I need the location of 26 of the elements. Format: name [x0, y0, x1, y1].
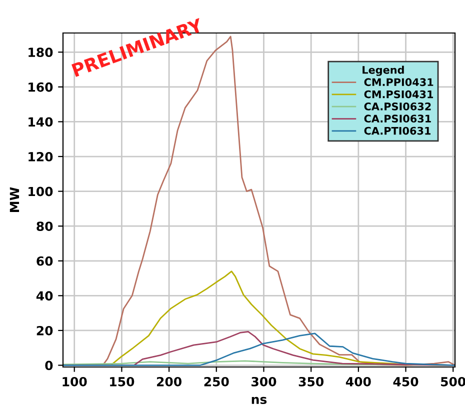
x-tick-label: 450 [393, 376, 418, 386]
y-tick-label: 160 [28, 82, 53, 92]
legend-label: CA.PSI0632 [364, 102, 431, 110]
y-tick-label: 120 [28, 152, 53, 162]
legend-label: CA.PTI0631 [364, 126, 431, 135]
x-axis-title: ns [252, 396, 267, 404]
x-tick-label: 400 [346, 376, 371, 386]
y-tick-label: 60 [36, 256, 53, 266]
y-tick-label: 0 [45, 360, 53, 370]
x-tick-label: 100 [62, 376, 87, 386]
y-tick-label: 80 [36, 222, 53, 232]
y-tick-label: 40 [36, 291, 53, 301]
y-tick-label: 180 [28, 48, 53, 58]
x-tick-label: 350 [298, 376, 324, 386]
x-tick-label: 250 [204, 376, 229, 386]
x-tick-label: 300 [252, 376, 276, 386]
x-tick-label: 150 [110, 376, 134, 386]
x-tick-label: 200 [156, 376, 182, 386]
legend-title: Legend [362, 66, 404, 76]
legend-label: CM.PSI0431 [364, 90, 434, 98]
legend-label: CM.PPI0431 [364, 78, 434, 86]
legend-label: CA.PSI0631 [364, 114, 431, 123]
y-tick-label: 20 [36, 326, 53, 336]
y-tick-label: 140 [28, 117, 53, 127]
y-axis-title: MW [10, 187, 20, 212]
y-tick-label: 100 [28, 186, 53, 196]
